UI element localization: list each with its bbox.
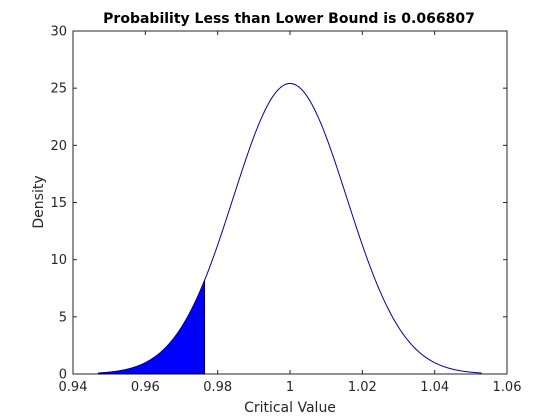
x-tick-label: 1.02 (348, 380, 377, 395)
y-axis-ticks: 0 5 10 15 20 25 30 (50, 25, 507, 383)
x-tick-label: 1.04 (420, 380, 449, 395)
y-tick-label: 15 (50, 196, 67, 211)
plot-area: 0.94 0.96 0.98 1 1.02 1.04 1.06 0 5 10 15 20 25 30 (50, 25, 521, 396)
y-tick-label: 20 (50, 139, 67, 154)
x-tick-label: 0.98 (203, 380, 232, 395)
chart-title: Probability Less than Lower Bound is 0.0… (103, 11, 475, 27)
x-tick-label: 0.96 (131, 380, 160, 395)
x-tick-label: 1.06 (493, 380, 522, 395)
y-tick-label: 25 (50, 82, 67, 97)
x-tick-label: 0.94 (59, 380, 88, 395)
x-axis-label: Critical Value (244, 400, 336, 416)
density-curve (98, 82, 482, 374)
y-tick-label: 0 (59, 368, 67, 383)
y-tick-label: 5 (59, 310, 67, 325)
y-tick-label: 30 (50, 25, 67, 40)
y-tick-label: 10 (50, 253, 67, 268)
x-tick-label: 1 (286, 380, 294, 395)
y-axis-label: Density (31, 175, 47, 228)
x-axis-ticks: 0.94 0.96 0.98 1 1.02 1.04 1.06 (59, 31, 522, 395)
